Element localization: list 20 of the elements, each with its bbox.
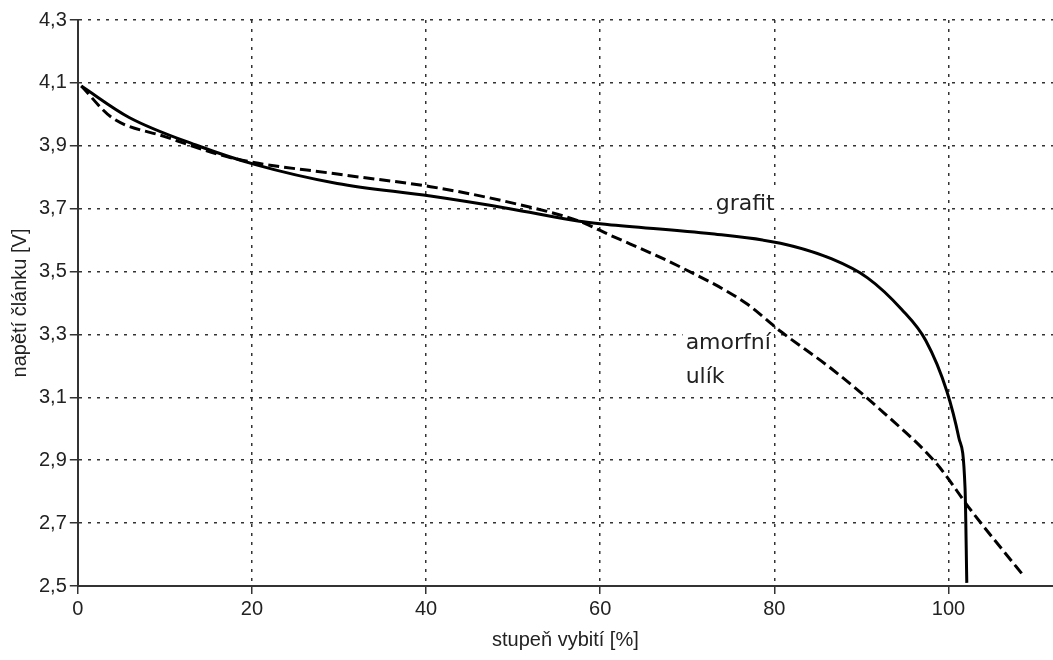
y-tick-label: 3,7 [38,196,67,219]
y-tick-label: 3,3 [38,321,67,344]
y-tick-label: 4,3 [38,7,67,30]
x-tick-label: 20 [240,596,264,619]
y-tick-label: 2,9 [38,447,67,470]
y-axis-title: napětí článku [V] [7,228,30,378]
x-tick-label: 40 [414,596,438,619]
y-tick-label: 2,5 [38,573,67,596]
series-label: grafit [715,189,776,215]
x-axis-title: stupeň vybití [%] [492,627,639,650]
x-tick-label: 100 [931,596,966,619]
y-tick-label: 3,5 [38,259,67,282]
series-label: amorfní ulík [685,328,772,388]
x-tick-label: 60 [589,596,612,619]
x-tick-label: 80 [763,596,786,619]
y-tick-label: 3,1 [38,384,67,407]
x-tick-label: 0 [72,596,84,619]
y-tick-label: 4,1 [38,70,67,93]
y-tick-label: 3,9 [38,133,67,156]
y-tick-label: 2,7 [38,510,67,533]
